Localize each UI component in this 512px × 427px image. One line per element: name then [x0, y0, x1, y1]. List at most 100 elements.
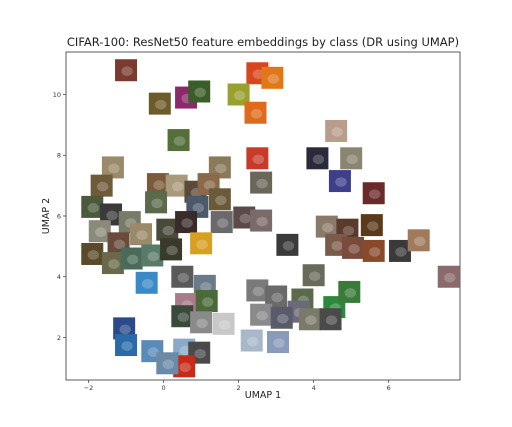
image-point-highlight	[313, 154, 324, 164]
x-tick-label: 0	[161, 384, 165, 392]
image-point-highlight	[148, 252, 159, 262]
y-tick-label: 8	[57, 152, 61, 160]
image-point	[115, 59, 137, 81]
image-point-highlight	[88, 250, 99, 260]
image-point	[115, 334, 137, 356]
image-point-highlight	[256, 311, 267, 321]
image-point	[102, 252, 124, 274]
image-point	[361, 214, 383, 236]
image-point-highlight	[348, 244, 359, 254]
image-point	[168, 129, 190, 151]
image-point	[190, 311, 212, 333]
image-point	[121, 248, 143, 270]
image-point-highlight	[309, 271, 320, 281]
image-point-highlight	[174, 136, 185, 146]
image-point	[81, 196, 103, 218]
image-point	[438, 266, 460, 288]
image-point-highlight	[181, 218, 192, 228]
image-point	[188, 80, 210, 102]
image-point-highlight	[414, 236, 425, 246]
image-point	[244, 102, 266, 124]
image-point-highlight	[395, 247, 406, 257]
image-point-highlight	[251, 109, 262, 119]
image-point-highlight	[178, 273, 189, 283]
y-tick: 2	[57, 334, 66, 342]
image-point-highlight	[217, 218, 228, 228]
image-point	[342, 237, 364, 259]
image-point-highlight	[256, 217, 267, 227]
x-tick-label: 4	[312, 384, 316, 392]
image-point	[241, 330, 263, 352]
y-tick-label: 2	[57, 334, 61, 342]
image-point	[156, 219, 178, 241]
image-point-highlight	[369, 247, 380, 257]
image-point	[130, 223, 152, 245]
image-point	[213, 313, 235, 335]
image-point	[211, 211, 233, 233]
image-point-highlight	[136, 230, 147, 240]
image-point	[141, 244, 163, 266]
image-point-highlight	[202, 297, 213, 307]
image-point-highlight	[215, 164, 226, 174]
image-point	[166, 175, 188, 197]
image-point	[306, 147, 328, 169]
image-point-highlight	[283, 241, 294, 251]
image-point	[267, 331, 289, 353]
image-point	[81, 243, 103, 265]
image-point-highlight	[335, 177, 346, 187]
image-point	[389, 240, 411, 262]
image-point-highlight	[88, 203, 99, 213]
image-point-highlight	[119, 325, 130, 335]
image-point	[299, 308, 321, 330]
x-tick-label: 2	[237, 384, 241, 392]
image-point	[196, 290, 218, 312]
image-point	[250, 210, 272, 232]
x-tick-label: 6	[387, 384, 391, 392]
image-point-highlight	[253, 154, 264, 164]
image-point-highlight	[151, 198, 162, 208]
image-point-highlight	[326, 315, 337, 325]
image-point	[190, 232, 212, 254]
image-point	[340, 147, 362, 169]
image-point	[160, 238, 182, 260]
image-point-highlight	[444, 273, 455, 283]
image-point	[149, 93, 171, 115]
image-point-highlight	[345, 288, 356, 298]
image-point-highlight	[215, 195, 226, 205]
image-point-highlight	[194, 349, 205, 359]
image-point-highlight	[367, 221, 378, 231]
y-tick-label: 4	[57, 273, 61, 281]
image-point-highlight	[305, 315, 316, 325]
image-point-highlight	[163, 359, 174, 369]
image-point-highlight	[240, 214, 251, 224]
x-tick: 2	[237, 380, 241, 392]
y-tick-label: 6	[57, 212, 61, 220]
image-point-highlight	[331, 241, 342, 251]
image-point	[246, 279, 268, 301]
image-point	[363, 240, 385, 262]
image-point	[156, 352, 178, 374]
image-point	[261, 67, 283, 89]
image-point-highlight	[234, 91, 245, 101]
image-point-highlight	[369, 189, 380, 199]
image-point-highlight	[142, 279, 153, 289]
image-point-highlight	[121, 341, 132, 351]
image-point	[136, 272, 158, 294]
image-point-highlight	[121, 66, 132, 76]
image-point	[408, 229, 430, 251]
chart-title: CIFAR-100: ResNet50 feature embeddings b…	[67, 35, 459, 49]
image-point	[271, 307, 293, 329]
image-point	[325, 120, 347, 142]
image-point-highlight	[273, 338, 284, 348]
image-point-highlight	[256, 179, 267, 189]
y-tick: 10	[53, 91, 66, 99]
y-tick: 6	[57, 212, 66, 220]
image-point-highlight	[179, 362, 190, 372]
image-point	[175, 211, 197, 233]
image-point	[320, 308, 342, 330]
image-point-highlight	[322, 223, 333, 233]
y-axis-label: UMAP 2	[41, 198, 52, 234]
image-point	[338, 281, 360, 303]
image-point-highlight	[247, 337, 258, 347]
